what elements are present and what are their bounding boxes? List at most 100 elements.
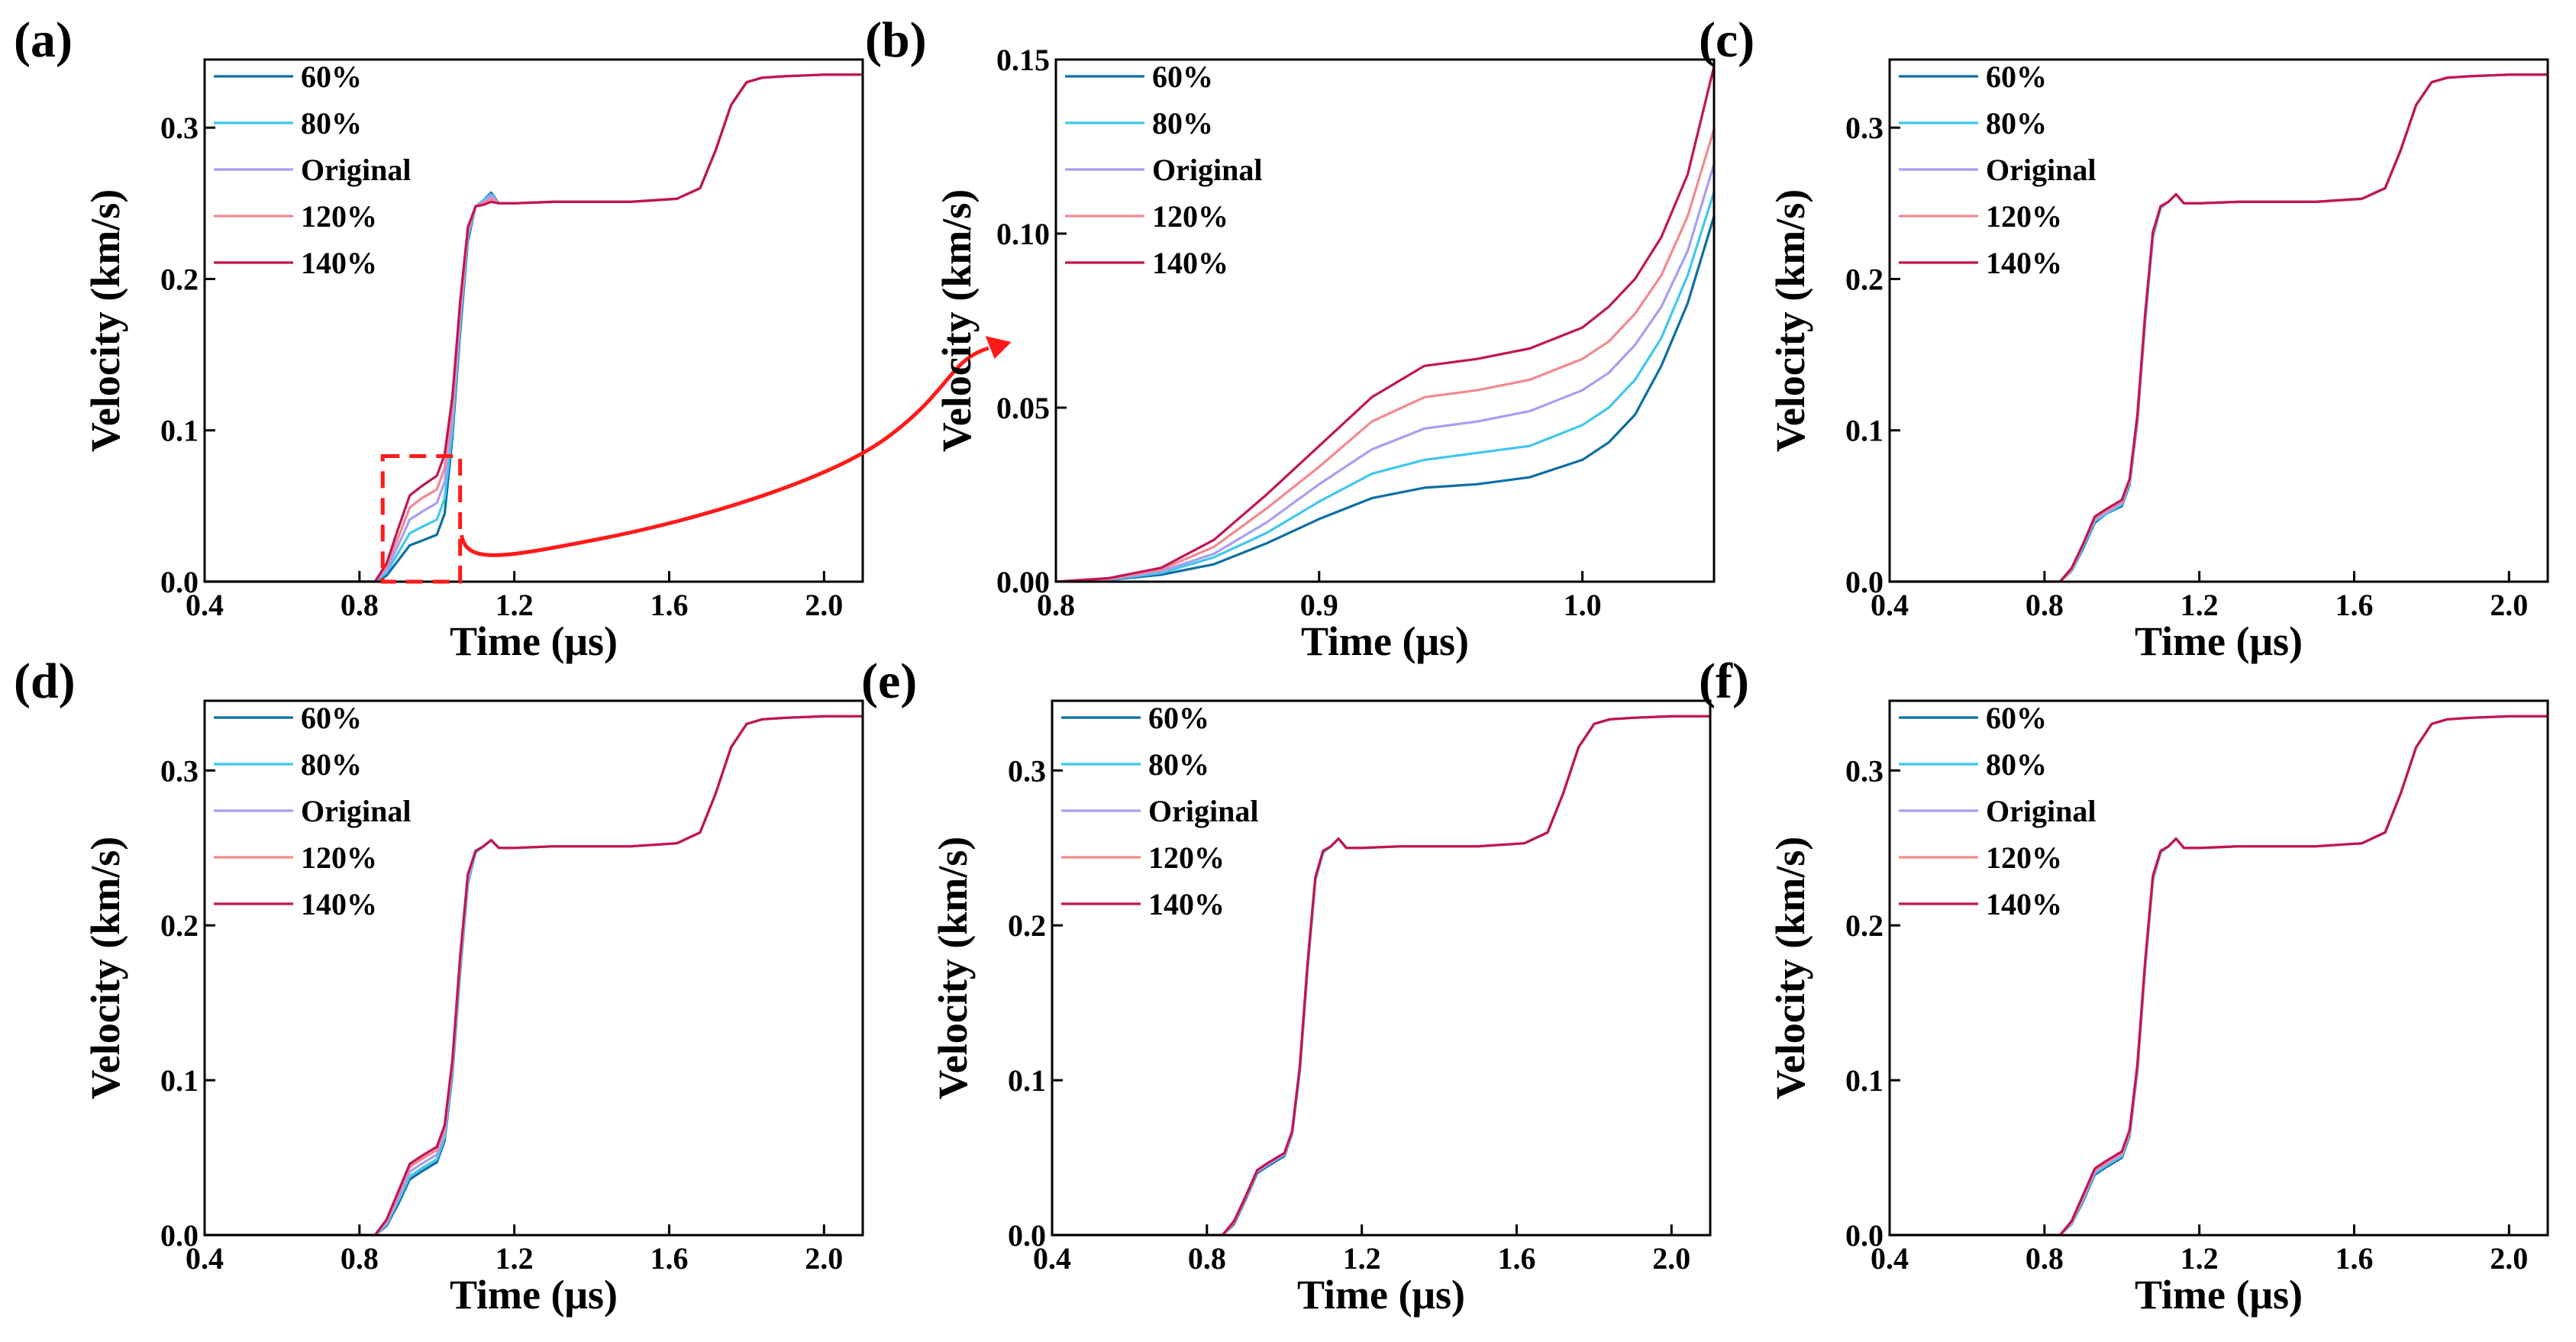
y-tick-label: 0.2	[1008, 908, 1046, 943]
x-tick-label: 0.8	[1037, 588, 1075, 622]
plot-frame	[203, 58, 864, 583]
legend-label: 80%	[1986, 747, 2047, 782]
x-axis-title: Time (μs)	[2135, 618, 2303, 664]
x-axis-title: Time (μs)	[450, 618, 618, 664]
series-line-120pct	[1890, 73, 2548, 582]
x-tick-label: 0.4	[186, 588, 224, 622]
legend-label: 60%	[301, 701, 362, 735]
series-line-140pct	[1052, 715, 1710, 1235]
legend-label: 120%	[1148, 840, 1225, 875]
x-tick-label: 1.6	[1497, 1241, 1535, 1276]
y-axis-title: Velocity (km/s)	[934, 189, 980, 452]
legend: 60% 80% Original 120% 140%	[1061, 701, 1258, 921]
x-tick-label: 0.4	[186, 1241, 224, 1276]
legend-label: 80%	[1152, 106, 1213, 140]
legend-label: Original	[301, 153, 411, 187]
y-tick-label: 0.1	[1845, 1063, 1884, 1098]
y-tick-label: 0.2	[1845, 908, 1884, 943]
chart-panel-c: (c) 0.4 0.8 1.2 1.6 2.0 0.0 0.1 0.2 0.3 Time (μs) V…	[1699, 12, 2549, 664]
series-line-60pct	[1056, 215, 1714, 582]
series-line-140pct	[1056, 65, 1714, 582]
plot-frame	[1051, 699, 1712, 1237]
legend-label: Original	[1148, 794, 1258, 828]
legend-label: 60%	[1148, 701, 1209, 735]
y-tick-label: 0.3	[1008, 753, 1046, 788]
legend-label: 140%	[1986, 246, 2062, 280]
y-tick-label: 0.0	[1845, 565, 1884, 599]
legend-label: 120%	[1986, 840, 2062, 875]
zoom-arrow-head	[985, 336, 1012, 360]
series-line-original	[1056, 163, 1714, 582]
x-tick-label: 2.0	[1652, 1241, 1690, 1276]
chart-panel-e: (e) 0.4 0.8 1.2 1.6 2.0 0.0 0.1 0.2 0.3 Time (μs) V…	[861, 653, 1712, 1318]
y-tick-label: 0.1	[160, 414, 199, 448]
y-tick-label: 0.1	[1008, 1063, 1046, 1098]
series-line-140pct	[1890, 73, 2548, 582]
x-tick-label: 1.6	[2335, 1241, 2373, 1276]
y-tick-label: 0.3	[1845, 753, 1884, 788]
x-tick-label: 0.8	[341, 1241, 379, 1276]
x-tick-label: 0.4	[1033, 1241, 1071, 1276]
legend-label: 140%	[1152, 246, 1228, 280]
panel-label: (f)	[1699, 653, 1749, 709]
x-tick-label: 1.2	[2181, 588, 2219, 622]
chart-panel-a: (a) 0.4 0.8 1.2 1.6 2.0 0.0 0.1 0.2 0.3 Time (μs) V…	[14, 12, 1012, 664]
y-tick-label: 0.0	[1008, 1218, 1046, 1253]
chart-panel-f: (f) 0.4 0.8 1.2 1.6 2.0 0.0 0.1 0.2 0.3 Time (μs) V…	[1699, 653, 2549, 1318]
y-tick-label: 0.3	[160, 753, 199, 788]
legend-label: Original	[1986, 794, 2096, 828]
series-line-original	[1890, 73, 2548, 582]
panel-label: (c)	[1699, 12, 1754, 68]
x-tick-label: 1.2	[496, 588, 534, 622]
y-tick-label: 0.0	[160, 565, 199, 599]
legend-label: 60%	[1986, 60, 2047, 94]
panel-label: (a)	[14, 12, 73, 68]
zoom-region-box	[380, 453, 463, 584]
panel-label: (b)	[865, 12, 927, 68]
y-tick-label: 0.1	[160, 1063, 199, 1098]
chart-panel-b: (b) 0.8 0.9 1.0 0.00 0.05 0.10 0.15 Time (μs) Vel…	[865, 12, 1716, 664]
y-tick-label: 0.15	[996, 43, 1050, 77]
series-line-140pct	[1890, 715, 2548, 1235]
legend-label: 80%	[1148, 747, 1209, 782]
y-tick-label: 0.2	[160, 262, 199, 296]
x-tick-label: 0.8	[341, 588, 379, 622]
x-tick-label: 0.8	[2026, 588, 2064, 622]
x-axis-title: Time (μs)	[450, 1272, 618, 1318]
legend-label: Original	[1152, 153, 1262, 187]
legend: 60% 80% Original 120% 140%	[1065, 60, 1262, 280]
legend: 60% 80% Original 120% 140%	[1899, 60, 2096, 280]
chart-panel-d: (d) 0.4 0.8 1.2 1.6 2.0 0.0 0.1 0.2 0.3 Time (μs) V…	[14, 653, 864, 1318]
x-tick-label: 0.8	[2026, 1241, 2064, 1276]
legend-label: Original	[301, 794, 411, 828]
legend-label: 140%	[301, 887, 377, 921]
series-line-140pct	[205, 73, 863, 582]
plot-frame	[1888, 58, 2549, 583]
legend: 60% 80% Original 120% 140%	[214, 60, 411, 280]
x-axis-title: Time (μs)	[2135, 1272, 2303, 1318]
x-tick-label: 0.4	[1871, 1241, 1909, 1276]
legend-label: 120%	[301, 199, 377, 234]
series-line-original	[205, 73, 863, 582]
x-tick-label: 1.2	[496, 1241, 534, 1276]
panel-label: (e)	[861, 653, 917, 709]
x-tick-label: 1.6	[2335, 588, 2373, 622]
legend: 60% 80% Original 120% 140%	[1899, 701, 2096, 921]
x-tick-label: 2.0	[805, 588, 843, 622]
y-tick-label: 0.0	[1845, 1218, 1884, 1253]
x-axis-title: Time (μs)	[1301, 618, 1469, 664]
series-line-120pct	[1056, 127, 1714, 582]
plot-frame	[1888, 699, 2549, 1237]
x-tick-label: 0.8	[1188, 1241, 1226, 1276]
series-line-80pct	[205, 73, 863, 582]
legend-label: 140%	[301, 246, 377, 280]
series-line-120pct	[205, 73, 863, 582]
y-tick-label: 0.05	[996, 391, 1050, 425]
legend: 60% 80% Original 120% 140%	[214, 701, 411, 921]
x-tick-label: 0.4	[1871, 588, 1909, 622]
plot-frame	[1054, 58, 1716, 583]
y-tick-label: 0.00	[996, 565, 1050, 599]
x-tick-label: 2.0	[805, 1241, 843, 1276]
series-line-140pct	[205, 715, 863, 1235]
